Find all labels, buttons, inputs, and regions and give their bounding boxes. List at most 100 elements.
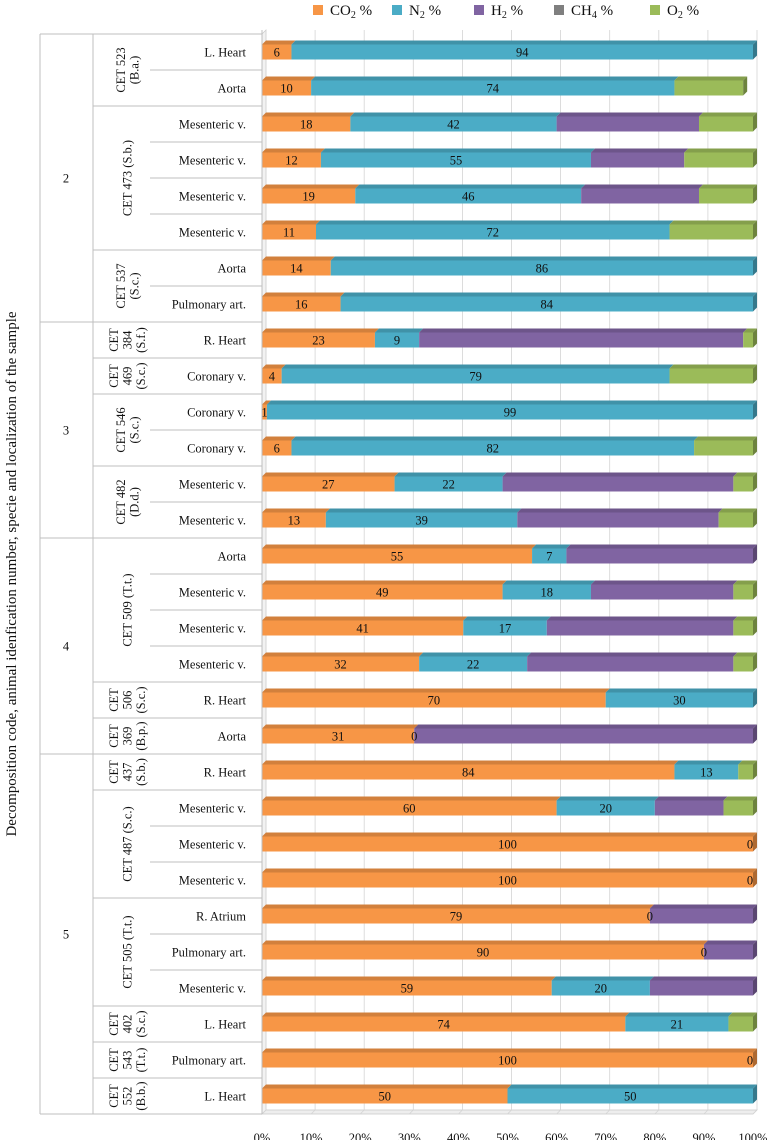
bar-n2-8 xyxy=(374,328,424,348)
data-label-co2: 31 xyxy=(332,730,345,744)
bar-o2-9 xyxy=(669,364,757,384)
bar-top xyxy=(262,328,379,333)
animal-group-label: CET369(B.p.) xyxy=(107,721,148,750)
bar-top xyxy=(355,184,586,189)
bar-face xyxy=(311,80,675,96)
gridline-foot xyxy=(310,1109,316,1115)
bar-o2-15 xyxy=(733,580,757,600)
data-label-co2: 16 xyxy=(295,298,308,312)
bar-top xyxy=(281,364,674,369)
bar-face xyxy=(733,620,753,636)
bar-n2-21 xyxy=(556,796,659,816)
bar-face xyxy=(502,584,591,600)
bar-n2-9 xyxy=(281,364,674,384)
bar-face xyxy=(262,656,420,672)
bar-co2-11 xyxy=(262,436,296,456)
category-labels: L. Heart Aorta Mesenteric v. Mesenteric v. M… xyxy=(39,30,263,1115)
legend: CO2 % N2 % H2 % CH4 % O2 % xyxy=(313,3,699,21)
site-label: Coronary v. xyxy=(187,370,246,384)
bar-face xyxy=(262,260,331,276)
data-label-n2: 0 xyxy=(701,946,707,960)
bar-co2-10 xyxy=(262,400,271,420)
bar-end-10 xyxy=(753,400,757,420)
x-tick-label: 20% xyxy=(349,1131,372,1140)
bar-top xyxy=(262,256,335,261)
bar-face xyxy=(262,368,282,384)
data-label-n2: 94 xyxy=(516,46,529,60)
bar-face xyxy=(419,656,528,672)
bar-face xyxy=(262,692,606,708)
data-label-n2: 9 xyxy=(394,334,400,348)
bar-top xyxy=(262,724,419,729)
animal-group-label: CET 487 (S.c.) xyxy=(121,806,135,881)
bar-face xyxy=(262,800,557,816)
bar-top xyxy=(674,76,748,81)
x-tick-label: 80% xyxy=(643,1131,666,1140)
data-label-n2: 20 xyxy=(595,982,608,996)
bar-face xyxy=(669,368,753,384)
bar-n2-10 xyxy=(266,400,757,420)
bar-end-14 xyxy=(753,544,757,564)
bar-face xyxy=(394,476,503,492)
bar-top xyxy=(394,472,507,477)
bar-top xyxy=(728,1012,757,1017)
bar-face xyxy=(743,332,753,348)
bar-face xyxy=(340,296,753,312)
site-label: Mesenteric v. xyxy=(179,658,246,672)
bar-top xyxy=(262,400,271,405)
bar-top xyxy=(694,436,757,441)
animal-group-label: CET 505 (T.t.) xyxy=(121,915,135,988)
bar-n2-17 xyxy=(419,652,532,672)
legend-swatch-co2 xyxy=(313,5,323,15)
data-label-n2: 86 xyxy=(536,262,549,276)
gridline-foot xyxy=(703,1109,709,1115)
bar-face xyxy=(738,764,753,780)
bar-top xyxy=(262,580,507,585)
bar-h2-21 xyxy=(654,796,728,816)
data-label-n2: 20 xyxy=(599,802,612,816)
site-label: Mesenteric v. xyxy=(179,622,246,636)
bar-top xyxy=(325,508,522,513)
animal-group-line: 402 xyxy=(121,1015,135,1034)
bar-face xyxy=(262,980,552,996)
data-label-n2: 21 xyxy=(671,1018,684,1032)
bar-end-17 xyxy=(753,652,757,672)
bar-co2-3 xyxy=(262,148,325,168)
x-tick-label: 70% xyxy=(594,1131,617,1140)
site-label: Pulmonary art. xyxy=(172,946,246,960)
bar-co2-5 xyxy=(262,220,321,240)
data-label-co2: 100 xyxy=(498,1054,517,1068)
bar-co2-8 xyxy=(262,328,379,348)
bar-face xyxy=(262,116,351,132)
data-label-n2: 82 xyxy=(487,442,500,456)
bar-face xyxy=(674,764,739,780)
bar-n2-29 xyxy=(507,1084,757,1104)
data-label-co2: 100 xyxy=(498,838,517,852)
bar-top xyxy=(266,400,757,405)
bar-face xyxy=(556,116,699,132)
gridline-foot xyxy=(605,1109,610,1115)
bar-co2-12 xyxy=(262,472,399,492)
data-label-n2: 55 xyxy=(450,154,463,168)
data-label-n2: 46 xyxy=(462,190,475,204)
legend-label-co2: CO2 % xyxy=(330,3,372,21)
animal-group-line: (D.d.) xyxy=(127,487,141,517)
data-label-co2: 27 xyxy=(322,478,335,492)
bar-co2-25 xyxy=(262,940,708,960)
animal-group-line: CET xyxy=(107,760,121,784)
bar-n2-18 xyxy=(605,688,757,708)
data-label-co2: 10 xyxy=(280,82,293,96)
animal-group-label: CET469(S.c.) xyxy=(107,362,148,389)
bar-face xyxy=(262,1088,508,1104)
data-label-n2: 0 xyxy=(647,910,653,924)
bar-co2-27 xyxy=(262,1012,630,1032)
bar-face xyxy=(566,548,753,564)
bar-face xyxy=(262,440,292,456)
bar-o2-11 xyxy=(694,436,757,456)
bar-face xyxy=(350,116,557,132)
bar-top xyxy=(262,148,325,153)
site-label: Mesenteric v. xyxy=(179,874,246,888)
bar-face xyxy=(527,656,734,672)
data-label-n2: 79 xyxy=(469,370,482,384)
site-label: Mesenteric v. xyxy=(179,190,246,204)
